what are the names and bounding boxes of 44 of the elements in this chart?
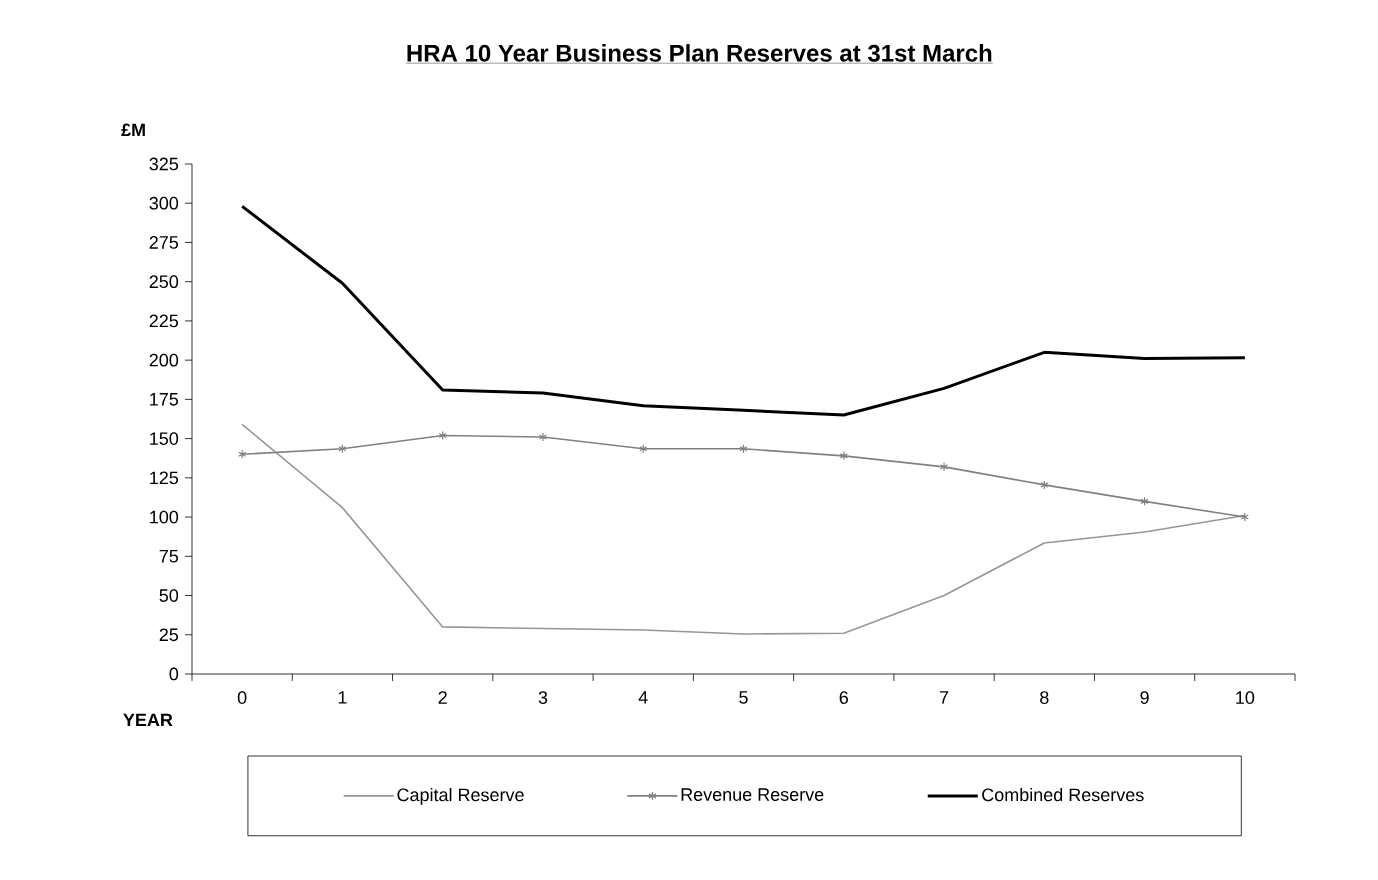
x-tick-label: 4 [638,691,648,704]
point [438,430,447,441]
x-tick-label: 6 [839,691,848,704]
y-tick-label: 200 [149,353,179,367]
point [1140,496,1149,506]
point [639,444,648,454]
x-axis-title: YEAR [123,713,173,727]
x-tick-label: 2 [438,691,447,704]
legend-label: Revenue Reserve [681,788,824,801]
y-tick-label: 325 [149,157,179,171]
y-axis-title: £M [121,123,145,137]
point [739,444,748,454]
point [338,444,347,454]
point [939,462,949,472]
y-tick-label: 75 [159,550,179,563]
y-tick-label: 50 [159,589,179,602]
y-tick-label: 25 [159,628,179,642]
y-tick-label: 275 [149,236,179,249]
y-tick-label: 300 [149,196,179,210]
y-tick-label: 100 [150,510,179,524]
x-tick-label: 1 [338,691,347,704]
x-tick-label: 0 [237,691,247,704]
line-series [241,423,1246,635]
y-tick-label: 150 [150,432,179,445]
point [238,449,247,459]
point [1240,512,1249,522]
x-tick-label: 7 [939,691,949,704]
line-series [240,204,1247,417]
y-tick-label: 0 [169,667,179,681]
x-tick-label: 10 [1236,691,1255,704]
point [839,451,848,461]
x-tick-label: 8 [1040,691,1049,704]
y-tick-label: 250 [149,275,179,289]
chart-title: HRA 10 Year Business Plan Reserves at 31st March [407,44,992,62]
x-tick-label: 9 [1140,691,1149,704]
y-tick-label: 175 [150,393,179,406]
y-tick-label: 225 [149,314,179,328]
point [1040,480,1049,490]
point [538,432,548,442]
x-tick-label: 5 [739,691,748,704]
legend-label: Capital Reserve [397,788,524,805]
y-tick-label: 125 [150,471,179,485]
x-tick-label: 3 [538,691,548,704]
legend-label: Combined Reserves [982,788,1144,802]
